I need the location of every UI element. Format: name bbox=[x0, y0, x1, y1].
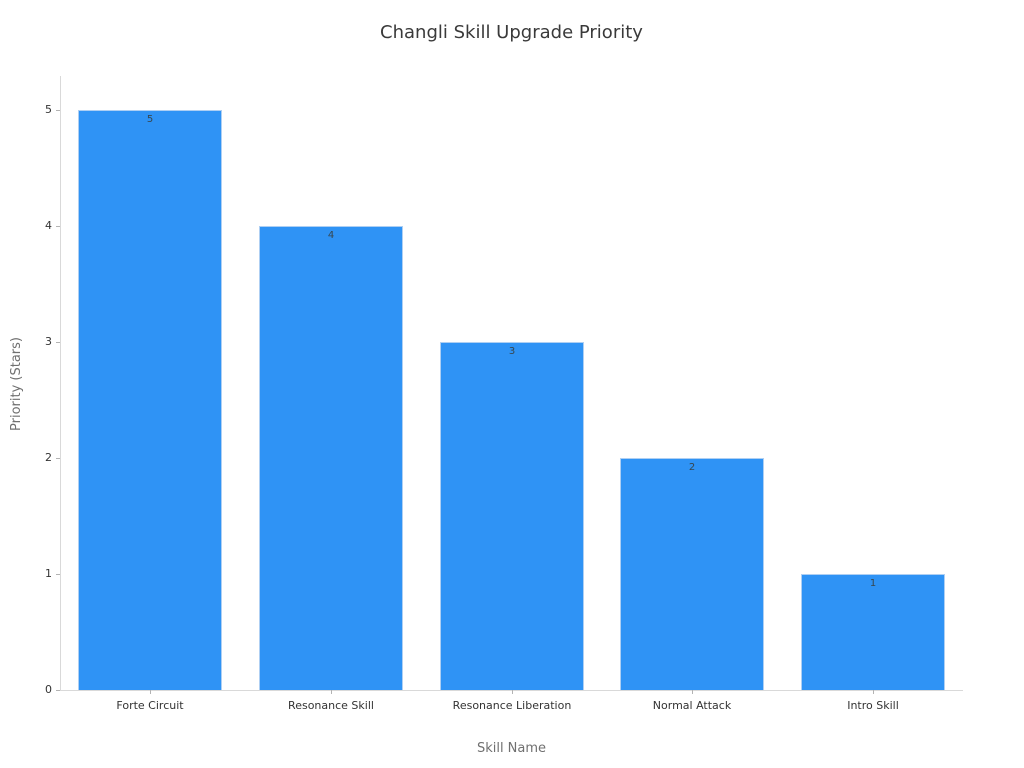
y-tick-label: 2 bbox=[45, 451, 52, 464]
bar: 1 bbox=[801, 574, 945, 690]
y-tick-mark bbox=[56, 342, 60, 343]
y-axis-line bbox=[60, 76, 61, 690]
y-tick-mark bbox=[56, 226, 60, 227]
bar-value-label: 1 bbox=[869, 578, 877, 589]
bar: 4 bbox=[259, 226, 403, 690]
chart-title: Changli Skill Upgrade Priority bbox=[380, 22, 643, 43]
y-tick-label: 5 bbox=[45, 103, 52, 116]
x-tick-label: Resonance Liberation bbox=[452, 699, 572, 712]
bar-value-label: 5 bbox=[146, 114, 154, 125]
x-tick-mark bbox=[331, 690, 332, 694]
y-tick-label: 3 bbox=[45, 335, 52, 348]
x-tick-mark bbox=[150, 690, 151, 694]
x-tick-mark bbox=[873, 690, 874, 694]
x-tick-label: Forte Circuit bbox=[116, 699, 184, 712]
y-tick-label: 1 bbox=[45, 567, 52, 580]
bar: 3 bbox=[440, 342, 584, 690]
bar-value-label: 3 bbox=[508, 346, 516, 357]
bar: 2 bbox=[620, 458, 764, 690]
y-axis-title: Priority (Stars) bbox=[9, 337, 24, 431]
bar-value-label: 4 bbox=[327, 230, 335, 241]
x-axis-title: Skill Name bbox=[476, 741, 547, 756]
bar: 5 bbox=[78, 110, 222, 690]
x-tick-label: Intro Skill bbox=[847, 699, 899, 712]
y-tick-label: 0 bbox=[45, 683, 52, 696]
y-tick-label: 4 bbox=[45, 219, 52, 232]
x-tick-label: Normal Attack bbox=[652, 699, 732, 712]
y-tick-mark bbox=[56, 458, 60, 459]
x-tick-mark bbox=[512, 690, 513, 694]
x-tick-mark bbox=[692, 690, 693, 694]
y-tick-mark bbox=[56, 574, 60, 575]
x-axis-line bbox=[60, 690, 963, 691]
x-tick-label: Resonance Skill bbox=[288, 699, 374, 712]
bar-value-label: 2 bbox=[688, 462, 696, 473]
y-tick-mark bbox=[56, 110, 60, 111]
y-tick-mark bbox=[56, 690, 60, 691]
